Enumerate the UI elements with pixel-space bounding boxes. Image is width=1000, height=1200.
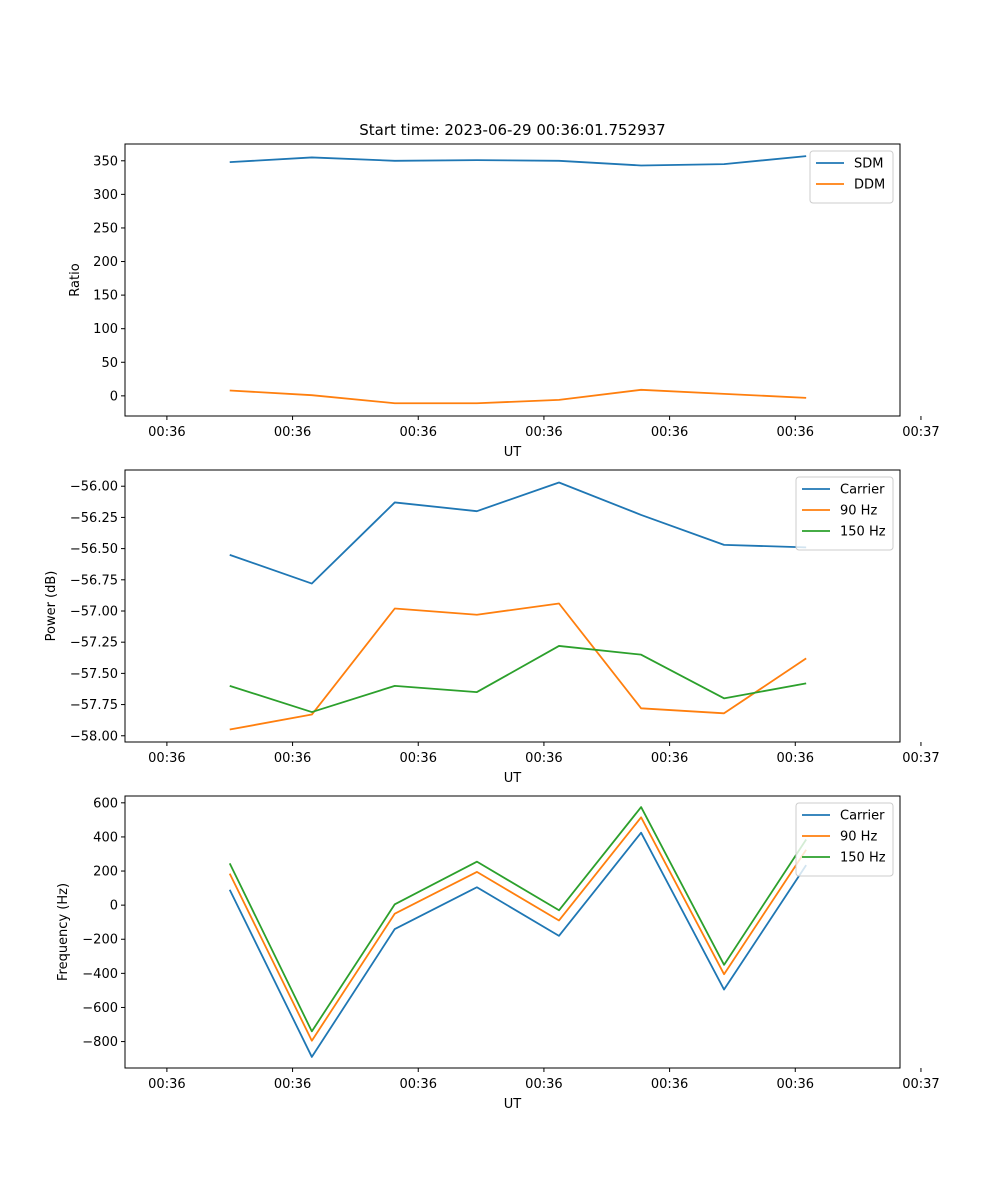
power-y-tick-label: −57.00 (70, 604, 118, 619)
ratio-x-tick-label: 00:36 (651, 425, 688, 440)
power-x-tick-label: 00:36 (777, 751, 814, 766)
frequency-y-tick-label: −800 (82, 1035, 118, 1050)
frequency-x-tick-label: 00:36 (651, 1077, 688, 1092)
ratio-x-tick-label: 00:36 (148, 425, 185, 440)
frequency-legend: Carrier 90 Hz 150 Hz (795, 802, 894, 877)
power-plot-frame (124, 469, 901, 743)
frequency-y-tick-label: 600 (93, 796, 118, 811)
frequency-series-90-hz-line (228, 816, 807, 1042)
ratio-x-axis-label: UT (504, 445, 522, 460)
power-y-tick-label: −58.00 (70, 729, 118, 744)
ratio-x-tick-label: 00:36 (400, 425, 437, 440)
frequency-x-tick-label: 00:36 (148, 1077, 185, 1092)
power-x-tick-label: 00:36 (525, 751, 562, 766)
ratio-series-sdm-line (229, 155, 807, 167)
ratio-y-tick-label: 300 (93, 188, 118, 203)
ratio-y-tick-label: 150 (93, 289, 118, 304)
power-y-tick-label: −57.75 (70, 698, 118, 713)
power-panel: −58.00 −57.75 −57.50 −57.25 −57.00 −56.75 −56.… (44, 469, 940, 786)
ratio-y-tick-label: 100 (93, 322, 118, 337)
power-x-tick-label: 00:36 (651, 751, 688, 766)
frequency-y-axis-label: Frequency (Hz) (56, 883, 71, 981)
ratio-y-tick-label: 50 (101, 356, 118, 371)
frequency-panel: −800 −600 −400 −200 0 200 400 600 00:36 00:36 00:3… (56, 795, 940, 1112)
ratio-x-tick-label: 00:36 (777, 425, 814, 440)
power-y-tick-label: −56.00 (70, 480, 118, 495)
ratio-series-ddm-line (229, 388, 807, 405)
frequency-x-tick-label: 00:36 (777, 1077, 814, 1092)
ratio-y-tick-label: 350 (93, 154, 118, 169)
frequency-x-tick-label: 00:36 (400, 1077, 437, 1092)
power-x-tick-label: 00:37 (902, 751, 939, 766)
ratio-axes: 0 50 100 150 200 250 300 350 00:36 00:36 00:36 00:3… (93, 154, 940, 440)
frequency-legend-label-150-hz: 150 Hz (840, 851, 886, 866)
power-axes: −58.00 −57.75 −57.50 −57.25 −57.00 −56.75 −56.… (70, 480, 940, 766)
frequency-axes: −800 −600 −400 −200 0 200 400 600 00:36 00:36 00:3… (82, 796, 939, 1092)
power-series-carrier-line (229, 481, 807, 585)
frequency-legend-label-90-hz: 90 Hz (840, 830, 877, 845)
ratio-legend-label-sdm: SDM (854, 157, 883, 172)
frequency-series-lines (228, 806, 807, 1058)
frequency-plot-frame (124, 795, 901, 1069)
power-y-tick-label: −57.25 (70, 636, 118, 651)
ratio-series-lines (229, 155, 807, 405)
ratio-x-tick-label: 00:36 (274, 425, 311, 440)
frequency-legend-label-carrier: Carrier (840, 809, 885, 824)
frequency-x-tick-label: 00:36 (274, 1077, 311, 1092)
frequency-y-tick-label: 400 (93, 830, 118, 845)
ratio-y-tick-label: 250 (93, 221, 118, 236)
ratio-y-tick-label: 0 (110, 389, 118, 404)
ratio-y-tick-label: 200 (93, 255, 118, 270)
ratio-x-tick-label: 00:36 (525, 425, 562, 440)
power-x-tick-label: 00:36 (148, 751, 185, 766)
frequency-series-150-hz-line (228, 806, 807, 1033)
power-legend-label-90-hz: 90 Hz (840, 504, 877, 519)
ratio-legend-box (809, 150, 894, 204)
power-x-tick-label: 00:36 (400, 751, 437, 766)
frequency-y-tick-label: −400 (82, 967, 118, 982)
ratio-y-axis-label: Ratio (68, 263, 83, 296)
power-series-lines (229, 481, 807, 731)
ratio-legend-label-ddm: DDM (854, 178, 885, 193)
frequency-x-tick-label: 00:36 (525, 1077, 562, 1092)
power-legend: Carrier 90 Hz 150 Hz (795, 476, 894, 551)
frequency-y-tick-label: −600 (82, 1001, 118, 1016)
power-legend-label-150-hz: 150 Hz (840, 525, 886, 540)
power-y-axis-label: Power (dB) (44, 571, 59, 642)
power-y-tick-label: −56.50 (70, 542, 118, 557)
ratio-panel: Start time: 2023-06-29 00:36:01.752937 0… (68, 121, 940, 460)
power-x-tick-label: 00:36 (274, 751, 311, 766)
power-y-tick-label: −56.25 (70, 511, 118, 526)
power-series-150-hz-line (229, 645, 807, 713)
ratio-x-tick-label: 00:37 (902, 425, 939, 440)
power-legend-label-carrier: Carrier (840, 483, 885, 498)
power-y-tick-label: −56.75 (70, 573, 118, 588)
frequency-x-axis-label: UT (504, 1097, 522, 1112)
power-y-tick-label: −57.50 (70, 667, 118, 682)
ratio-plot-frame (124, 143, 901, 417)
frequency-y-tick-label: 200 (93, 865, 118, 880)
frequency-x-tick-label: 00:37 (902, 1077, 939, 1092)
chart-title: Start time: 2023-06-29 00:36:01.752937 (359, 121, 665, 139)
ratio-legend: SDM DDM (809, 150, 894, 204)
frequency-y-tick-label: 0 (110, 899, 118, 914)
power-x-axis-label: UT (504, 771, 522, 786)
frequency-series-carrier-line (228, 831, 807, 1058)
power-series-90-hz-line (229, 602, 807, 731)
frequency-y-tick-label: −200 (82, 933, 118, 948)
